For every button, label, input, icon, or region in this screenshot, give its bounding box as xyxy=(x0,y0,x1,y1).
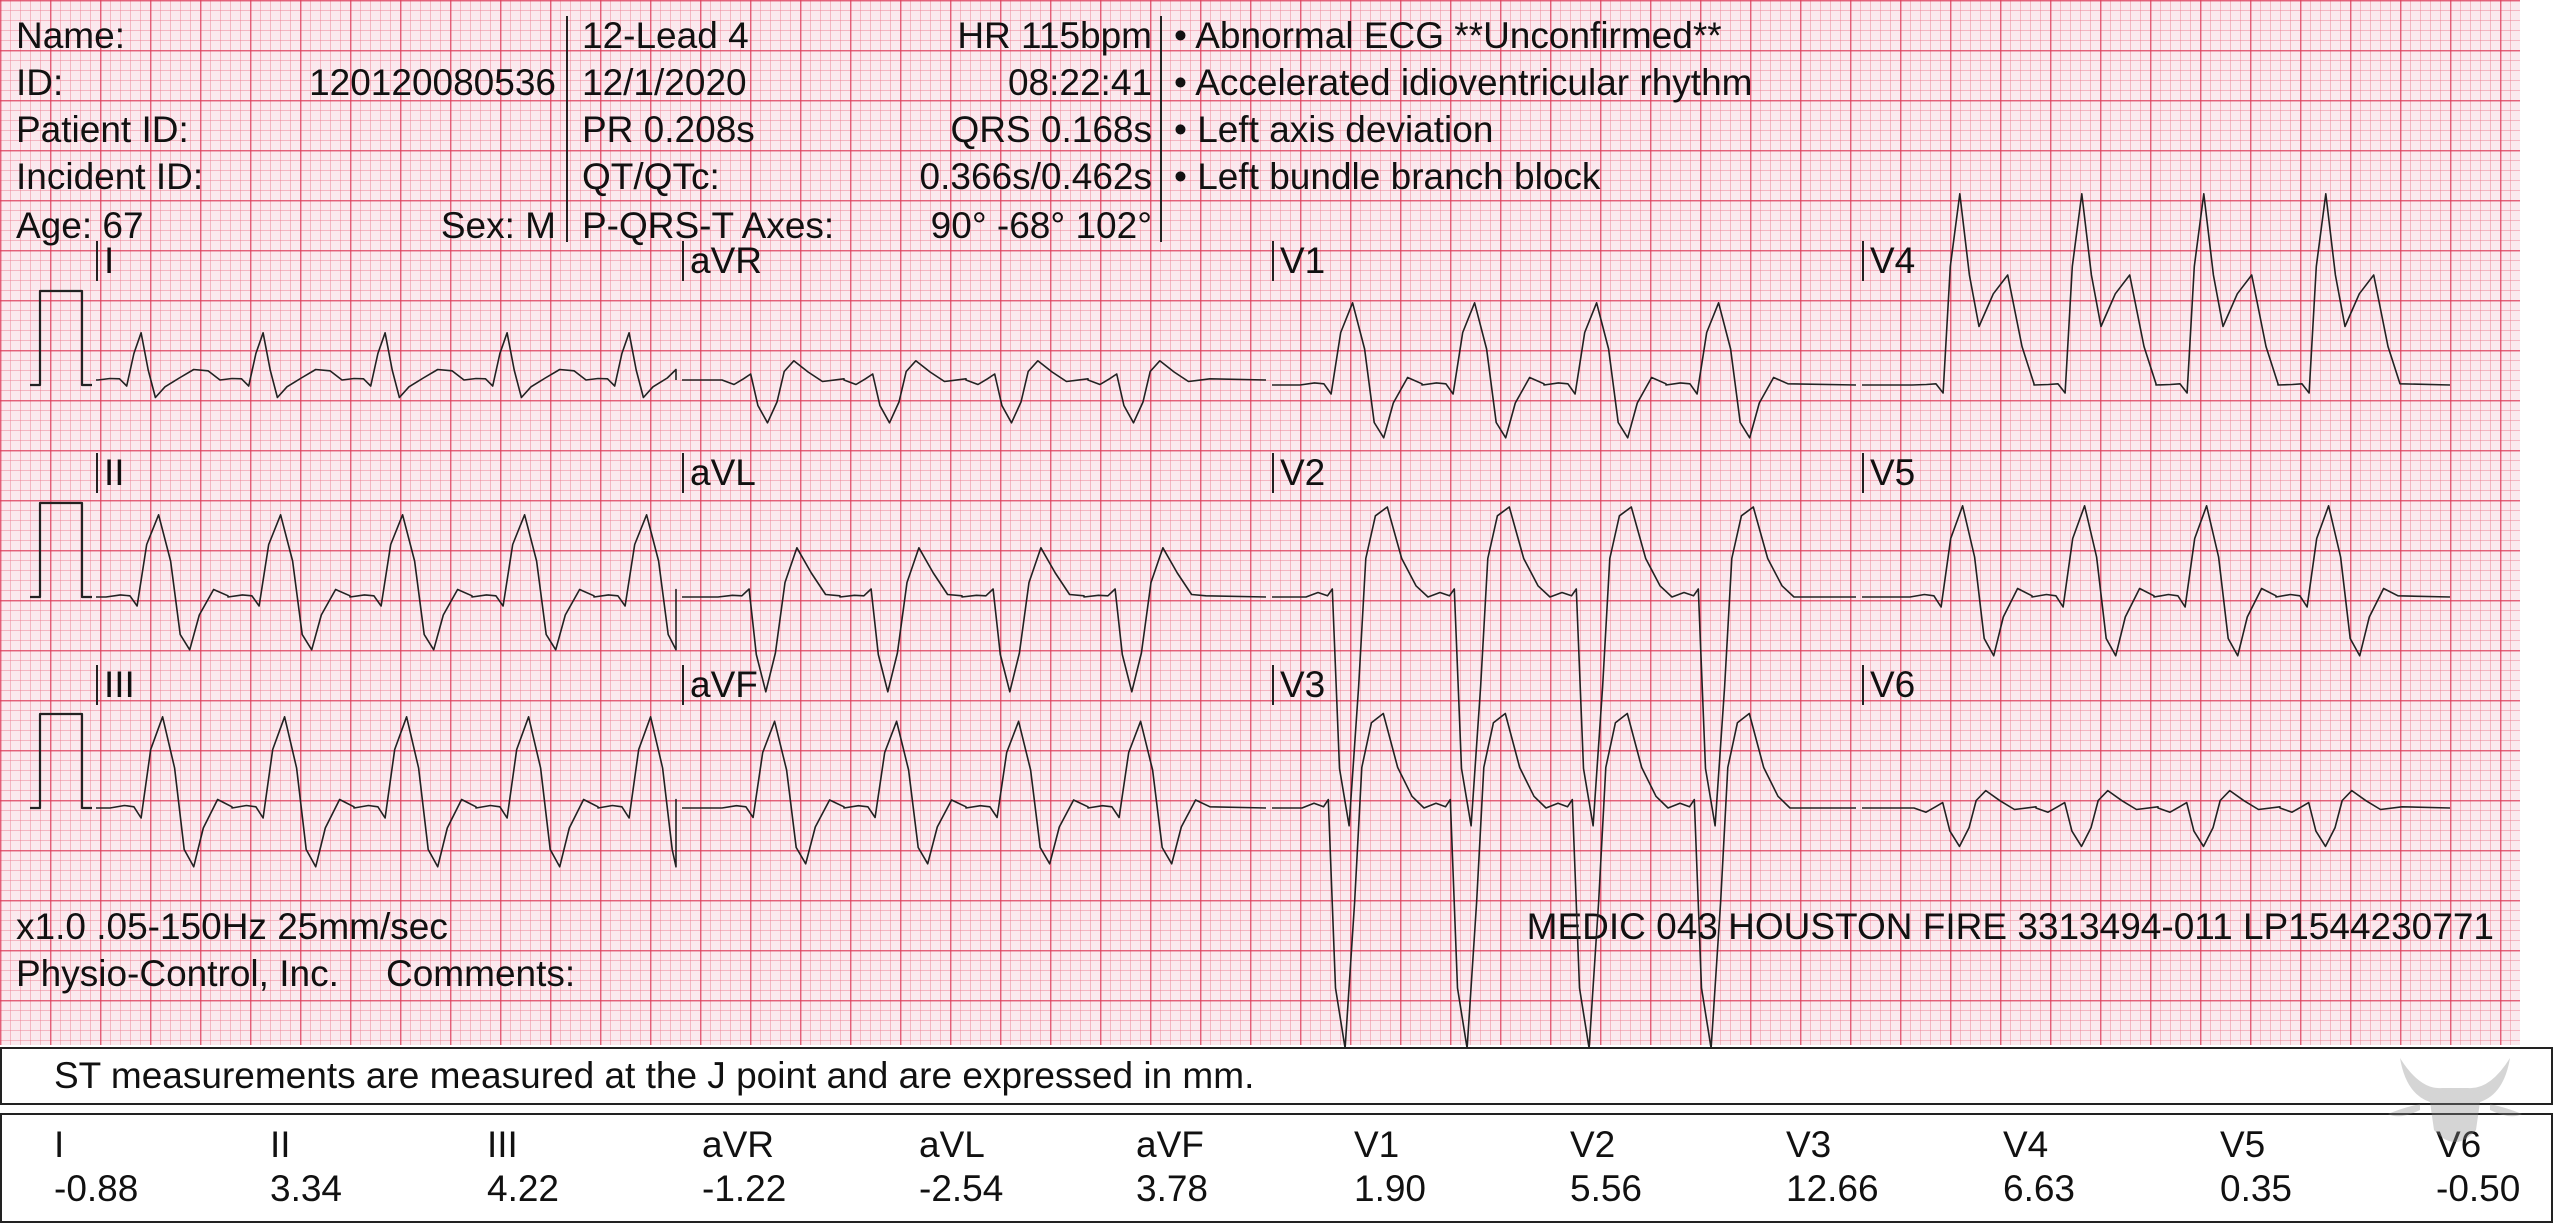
sex-label: Sex: M xyxy=(440,205,556,246)
trace-lead-avl xyxy=(682,547,1267,693)
trace-lead-v1 xyxy=(1272,302,1857,439)
id-value: 120120080536 xyxy=(309,62,556,103)
date-label: 12/1/2020 xyxy=(582,62,747,103)
st-column: aVR -1.22 xyxy=(702,1123,902,1211)
st-column: V1 1.90 xyxy=(1354,1123,1554,1211)
st-column: I -0.88 xyxy=(54,1123,254,1211)
st-column: V2 5.56 xyxy=(1570,1123,1770,1211)
pr-interval: PR 0.208s xyxy=(582,109,755,150)
st-column: V3 12.66 xyxy=(1786,1123,1986,1211)
ecg-paper: Name: ID: 120120080536 Patient ID: Incid… xyxy=(0,0,2520,1045)
st-value: -2.54 xyxy=(919,1168,1004,1209)
trace-lead-v3 xyxy=(1272,712,1856,1050)
comments-label: Comments: xyxy=(386,953,576,994)
st-column: aVF 3.78 xyxy=(1136,1123,1336,1211)
lead-label-iii: III xyxy=(96,665,135,705)
interpretation-line: • Abnormal ECG **Unconfirmed** xyxy=(1174,15,1722,56)
lead-label-v6: V6 xyxy=(1862,665,1915,705)
st-lead-label: III xyxy=(487,1124,518,1165)
id-label: ID: xyxy=(16,62,64,103)
st-lead-label: I xyxy=(54,1124,65,1165)
st-measurement-table: I -0.88 II 3.34 III 4.22 aVR -1.22 aVL -… xyxy=(0,1113,2553,1223)
st-value: 3.78 xyxy=(1136,1168,1209,1209)
st-column: III 4.22 xyxy=(487,1123,687,1211)
lead-label-ii: II xyxy=(96,453,125,493)
lead-label-v3: V3 xyxy=(1272,665,1325,705)
trace-lead-v6 xyxy=(1862,789,2451,848)
lead-label-avl: aVL xyxy=(682,453,756,493)
lead-label-avf: aVF xyxy=(682,665,758,705)
st-lead-label: II xyxy=(270,1124,291,1165)
qrs-duration: QRS 0.168s xyxy=(950,109,1152,150)
st-lead-label: aVL xyxy=(919,1124,985,1165)
lead-label-avr: aVR xyxy=(682,241,762,281)
header-divider xyxy=(1160,16,1162,242)
st-column: V5 0.35 xyxy=(2220,1123,2420,1211)
lead-label-v5: V5 xyxy=(1862,453,1915,493)
st-value: 4.22 xyxy=(487,1168,560,1209)
incident-id-label: Incident ID: xyxy=(16,156,204,197)
st-lead-label: V4 xyxy=(2003,1124,2049,1165)
time-label: 08:22:41 xyxy=(1007,62,1152,103)
st-lead-label: aVF xyxy=(1136,1124,1204,1165)
st-lead-label: V1 xyxy=(1354,1124,1400,1165)
st-lead-label: V3 xyxy=(1786,1124,1832,1165)
interpretation-line: • Left axis deviation xyxy=(1174,109,1494,150)
recording-settings: x1.0 .05-150Hz 25mm/sec xyxy=(16,906,448,947)
calibration-pulse-row-2 xyxy=(30,501,92,599)
st-note: ST measurements are measured at the J po… xyxy=(54,1055,1255,1096)
st-column: II 3.34 xyxy=(270,1123,470,1211)
trace-lead-v5 xyxy=(1862,505,2451,657)
heart-rate: HR 115bpm xyxy=(957,15,1152,56)
st-value: 0.35 xyxy=(2220,1168,2293,1209)
lead-label-i: I xyxy=(96,241,114,281)
st-value: 12.66 xyxy=(1786,1168,1879,1209)
lead-label-v2: V2 xyxy=(1272,453,1325,493)
manufacturer-label: Physio-Control, Inc. xyxy=(16,953,339,994)
st-lead-label: aVR xyxy=(702,1124,774,1165)
name-label: Name: xyxy=(16,15,125,56)
st-value: -0.50 xyxy=(2436,1168,2521,1209)
st-note-box: ST measurements are measured at the J po… xyxy=(0,1047,2553,1105)
trace-lead-v2 xyxy=(1272,506,1856,827)
device-label: 12-Lead 4 xyxy=(582,15,749,56)
header-divider xyxy=(566,16,568,242)
patient-id-label: Patient ID: xyxy=(16,109,189,150)
calibration-pulse-row-1 xyxy=(30,289,92,387)
trace-lead-iii xyxy=(96,716,677,868)
axes-value: 90° -68° 102° xyxy=(930,205,1152,246)
st-lead-label: V2 xyxy=(1570,1124,1616,1165)
st-value: 3.34 xyxy=(270,1168,343,1209)
bull-watermark-icon xyxy=(2388,1058,2522,1142)
st-value: -1.22 xyxy=(702,1168,787,1209)
st-column: aVL -2.54 xyxy=(919,1123,1119,1211)
lead-label-v4: V4 xyxy=(1862,241,1915,281)
age-label: Age: 67 xyxy=(16,205,144,246)
trace-lead-avr xyxy=(682,360,1267,424)
interpretation-line: • Accelerated idioventricular rhythm xyxy=(1174,62,1753,103)
trace-lead-ii xyxy=(96,514,677,651)
st-column: V6 -0.50 xyxy=(2436,1123,2546,1211)
qt-value: 0.366s/0.462s xyxy=(919,156,1152,197)
st-value: -0.88 xyxy=(54,1168,139,1209)
lead-label-v1: V1 xyxy=(1272,241,1325,281)
trace-lead-i xyxy=(96,332,677,399)
st-value: 5.56 xyxy=(1570,1168,1643,1209)
trace-lead-avf xyxy=(682,720,1267,865)
st-lead-label: V6 xyxy=(2436,1124,2482,1165)
st-value: 1.90 xyxy=(1354,1168,1427,1209)
st-column: V4 6.63 xyxy=(2003,1123,2203,1211)
qt-label: QT/QTc: xyxy=(582,156,720,197)
st-lead-label: V5 xyxy=(2220,1124,2266,1165)
st-value: 6.63 xyxy=(2003,1168,2076,1209)
axes-label: P-QRS-T Axes: xyxy=(582,205,835,246)
interpretation-line: • Left bundle branch block xyxy=(1174,156,1601,197)
medic-unit-label: MEDIC 043 HOUSTON FIRE 3313494-011 LP154… xyxy=(1526,906,2494,947)
calibration-pulse-row-3 xyxy=(30,712,92,810)
trace-lead-v4 xyxy=(1862,193,2451,394)
